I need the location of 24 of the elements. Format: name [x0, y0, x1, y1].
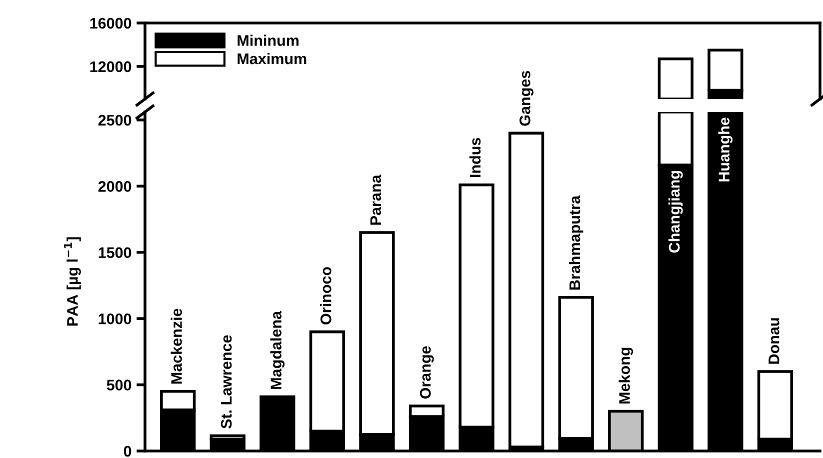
- x-tick-label: Huanghe: [718, 118, 733, 182]
- x-tick-label: Brahmaputra: [568, 195, 584, 290]
- legend-label: Mininum: [238, 34, 299, 46]
- x-tick-label: Changjiang: [668, 171, 683, 253]
- x-tick-label: Parana: [370, 174, 382, 225]
- x-tick-label: Donau: [768, 318, 780, 364]
- y-tick-label: 0: [124, 446, 132, 457]
- x-tick-label: Orinoco: [320, 267, 332, 324]
- y-tick-label: 2500: [98, 114, 132, 126]
- x-tick-label: St. Lawrence: [220, 335, 232, 429]
- x-tick-label: Orange: [420, 346, 434, 399]
- y-tick-label: 12000: [90, 61, 132, 72]
- y-axis-title: PAA [µg l$^{−1}$]: [64, 237, 81, 326]
- y-tick-label: 1000: [98, 313, 132, 324]
- y-tick-label: 2000: [98, 181, 132, 192]
- x-tick-label: Mackenzie: [170, 308, 182, 384]
- y-tick-label: 1500: [98, 247, 132, 258]
- x-tick-label: Ganges: [520, 70, 534, 126]
- legend-label: Maximum: [238, 52, 306, 64]
- y-tick-label: 500: [106, 380, 132, 390]
- x-tick-label: Indus: [469, 138, 481, 178]
- x-tick-label: Magdalena: [270, 310, 285, 389]
- x-tick-label: Mekong: [618, 348, 634, 404]
- y-tick-label: 16000: [90, 18, 132, 29]
